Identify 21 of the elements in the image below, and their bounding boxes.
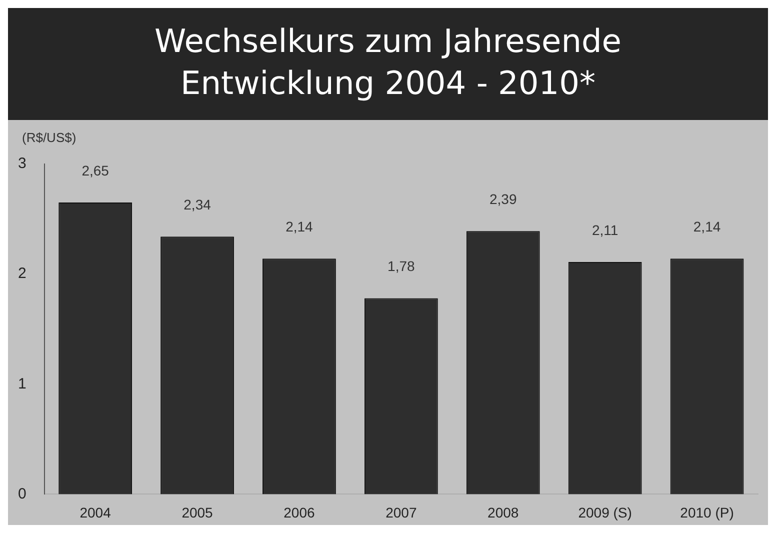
x-tick-label: 2004 [80, 504, 112, 520]
y-axis-title: (R$/US$) [21, 129, 78, 145]
y-tick-label: 3 [18, 155, 26, 172]
chart-subtitle: Entwicklung 2004 - 2010* [180, 64, 596, 102]
data-label: 2,14 [286, 218, 314, 235]
x-tick-label: 2009 (S) [578, 504, 632, 520]
data-label: 1,78 [388, 258, 416, 274]
x-tick-label: 2006 [284, 504, 315, 520]
x-tick-label: 2005 [182, 504, 214, 520]
data-label: 2,39 [489, 191, 517, 207]
x-tick-label: 2010 (P) [680, 504, 734, 520]
data-label: 2,14 [693, 218, 721, 235]
y-tick-label: 0 [18, 485, 26, 502]
chart-title: Wechselkurs zum Jahresende [154, 22, 622, 60]
y-tick-label: 2 [18, 265, 26, 282]
data-label: 2,34 [184, 196, 212, 213]
x-tick-label: 2007 [386, 504, 417, 520]
data-label: 2,65 [82, 162, 110, 178]
y-tick-label: 1 [18, 375, 26, 392]
x-tick-label: 2008 [488, 504, 519, 520]
data-label: 2,11 [592, 222, 618, 238]
